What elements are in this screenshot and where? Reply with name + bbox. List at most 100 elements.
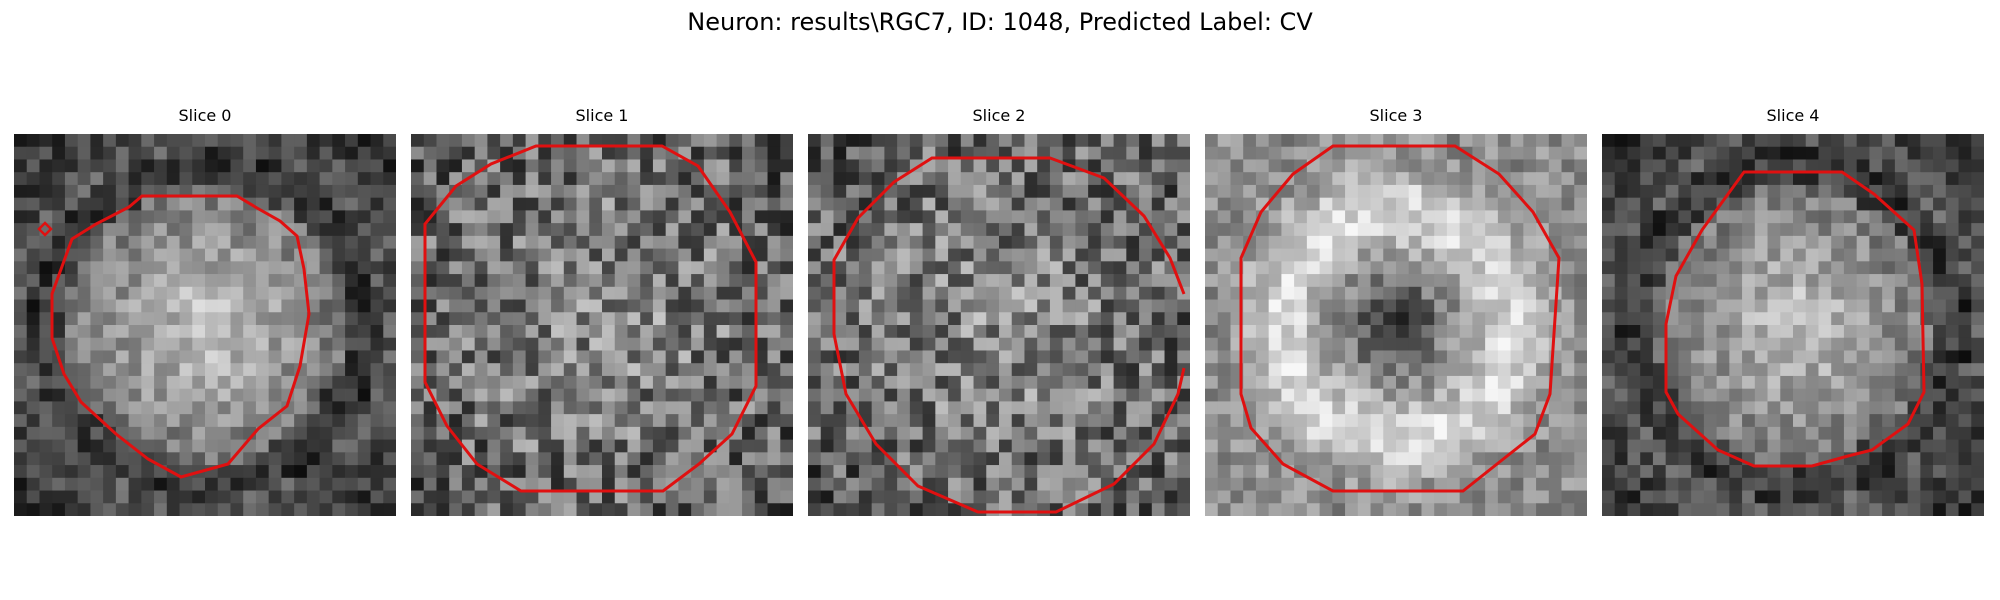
pixel-cell: [1933, 274, 1947, 288]
pixel-cell: [332, 299, 346, 313]
pixel-cell: [90, 312, 104, 326]
pixel-cell: [1049, 426, 1064, 440]
pixel-cell: [1459, 223, 1473, 237]
pixel-cell: [345, 363, 359, 377]
pixel-cell: [1370, 426, 1384, 440]
pixel-cell: [1151, 337, 1165, 351]
pixel-cell: [909, 414, 923, 428]
pixel-cell: [1497, 477, 1511, 491]
pixel-cell: [1024, 477, 1038, 491]
pixel-cell: [884, 477, 898, 491]
pixel-cell: [1255, 477, 1270, 491]
pixel-cell: [192, 503, 206, 516]
pixel-cell: [1652, 248, 1667, 262]
pixel-cell: [217, 134, 231, 148]
pixel-cell: [640, 503, 654, 516]
pixel-cell: [1780, 134, 1794, 148]
pixel-cell: [179, 197, 193, 211]
pixel-cell: [1217, 235, 1231, 249]
pixel-cell: [1869, 388, 1883, 402]
pixel-cell: [589, 159, 603, 173]
pixel-cell: [1383, 172, 1397, 186]
pixel-cell: [77, 274, 91, 288]
pixel-cell: [1831, 159, 1845, 173]
pixel-cell: [858, 325, 873, 339]
pixel-cell: [1281, 134, 1295, 148]
pixel-cell: [52, 210, 66, 224]
pixel-cell: [1548, 223, 1562, 237]
pixel-cell: [754, 197, 768, 211]
pixel-cell: [780, 350, 793, 364]
pixel-cell: [1767, 210, 1781, 224]
pixel-cell: [1716, 414, 1730, 428]
pixel-cell: [39, 401, 53, 415]
pixel-cell: [1843, 299, 1858, 313]
pixel-cell: [1217, 439, 1231, 453]
pixel-cell: [1255, 452, 1270, 466]
pixel-cell: [846, 159, 860, 173]
pixel-cell: [1510, 477, 1524, 491]
pixel-cell: [1446, 210, 1461, 224]
pixel-cell: [1640, 223, 1654, 237]
pixel-cell: [640, 312, 654, 326]
pixel-grid: [1205, 134, 1587, 516]
pixel-cell: [1024, 503, 1038, 516]
pixel-cell: [1703, 197, 1717, 211]
pixel-cell: [1062, 286, 1076, 300]
pixel-cell: [383, 299, 396, 313]
pixel-cell: [1716, 477, 1730, 491]
pixel-cell: [858, 223, 873, 237]
pixel-cell: [449, 503, 463, 516]
pixel-cell: [243, 159, 257, 173]
pixel-cell: [1742, 134, 1756, 148]
pixel-cell: [1793, 363, 1807, 377]
pixel-cell: [742, 261, 756, 275]
pixel-cell: [1640, 503, 1654, 516]
pixel-cell: [1357, 375, 1371, 390]
pixel-cell: [1703, 235, 1717, 249]
pixel-cell: [1716, 134, 1730, 148]
pixel-cell: [614, 325, 628, 339]
pixel-cell: [217, 325, 231, 339]
pixel-cell: [370, 159, 384, 173]
pixel-cell: [973, 465, 987, 479]
pixel-cell: [1268, 452, 1282, 466]
pixel-cell: [1945, 159, 1959, 173]
slice-title: Slice 1: [575, 106, 629, 125]
pixel-cell: [1332, 477, 1346, 491]
pixel-cell: [1536, 299, 1550, 313]
pixel-cell: [1255, 274, 1270, 288]
pixel-cell: [1088, 299, 1102, 313]
pixel-cell: [1049, 465, 1064, 479]
pixel-cell: [935, 401, 949, 415]
pixel-cell: [1217, 426, 1231, 440]
pixel-cell: [1497, 286, 1511, 300]
pixel-cell: [742, 375, 756, 390]
pixel-cell: [1049, 274, 1064, 288]
pixel-cell: [512, 375, 526, 390]
pixel-cell: [319, 134, 333, 148]
pixel-cell: [1011, 477, 1025, 491]
pixel-cell: [627, 172, 641, 186]
pixel-cell: [935, 414, 949, 428]
pixel-cell: [512, 274, 526, 288]
pixel-cell: [115, 134, 129, 148]
pixel-cell: [1037, 248, 1051, 262]
pixel-cell: [1703, 414, 1717, 428]
pixel-cell: [166, 146, 180, 160]
pixel-cell: [319, 363, 333, 377]
pixel-cell: [1383, 197, 1397, 211]
pixel-cell: [1691, 363, 1705, 377]
pixel-cell: [1561, 274, 1575, 288]
pixel-cell: [1843, 477, 1858, 491]
pixel-cell: [128, 274, 142, 288]
pixel-cell: [563, 299, 577, 313]
pixel-cell: [1754, 337, 1768, 351]
pixel-cell: [1345, 134, 1359, 148]
pixel-cell: [678, 350, 692, 364]
pixel-cell: [1345, 477, 1359, 491]
pixel-cell: [154, 286, 168, 300]
pixel-cell: [512, 503, 526, 516]
pixel-cell: [1164, 172, 1178, 186]
pixel-cell: [500, 401, 514, 415]
